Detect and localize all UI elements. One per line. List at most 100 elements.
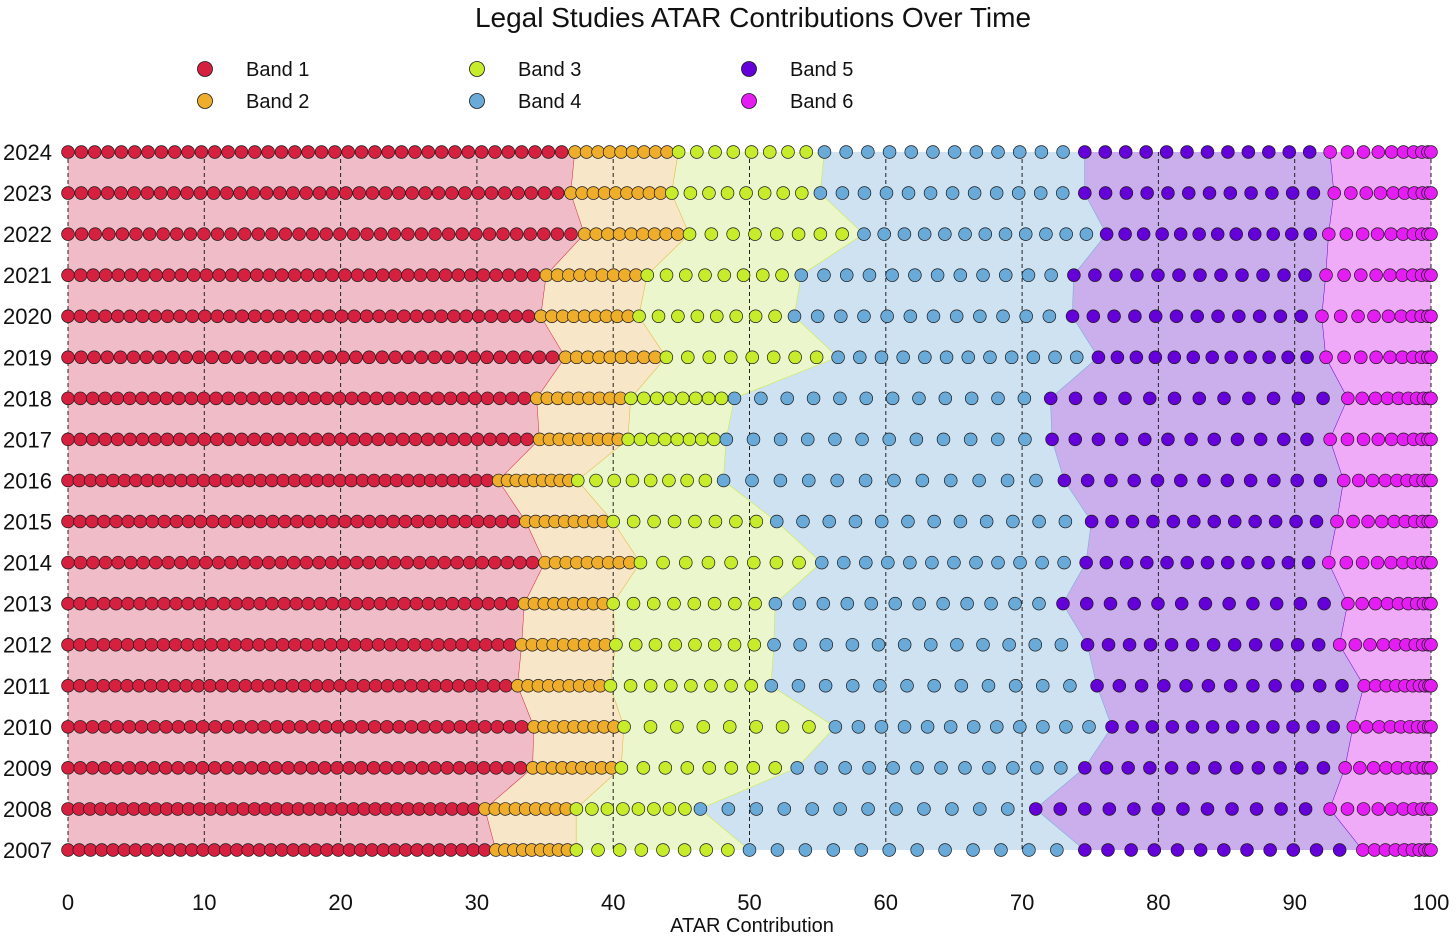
point-2013-band1 <box>397 596 412 611</box>
point-2010-band1 <box>245 720 259 734</box>
point-2020-band1 <box>223 309 237 323</box>
point-2011-band4 <box>791 679 806 693</box>
point-2023-band5 <box>1265 186 1279 200</box>
point-2012-band1 <box>407 637 422 652</box>
point-2021-band4 <box>817 268 831 282</box>
point-2020-band5 <box>1294 309 1308 323</box>
y-tick-label: 2013 <box>3 592 52 617</box>
point-2009-band3 <box>724 761 739 775</box>
point-2007-band1 <box>354 843 368 857</box>
point-2010-band3 <box>749 720 763 734</box>
point-2018-band1 <box>394 391 408 406</box>
x-tick-label: 90 <box>1282 890 1306 915</box>
point-2021-band1 <box>325 268 340 282</box>
point-2018-band4 <box>833 391 847 406</box>
point-2024-band1 <box>368 145 382 159</box>
point-2022-band1 <box>197 227 211 241</box>
point-2011-band3 <box>664 679 678 693</box>
point-2024-band1 <box>194 145 209 159</box>
point-2024-band4 <box>947 145 962 159</box>
point-2020-band1 <box>160 309 175 323</box>
point-2019-band5 <box>1148 350 1163 365</box>
point-2012-band1 <box>371 637 386 652</box>
point-2022-band1 <box>292 227 306 241</box>
point-2007-band1 <box>162 843 177 857</box>
point-2018-band1 <box>493 391 507 406</box>
point-2022-band6 <box>1424 227 1438 241</box>
point-2015-band1 <box>326 514 340 529</box>
point-2019-band4 <box>853 350 867 365</box>
point-2023-band5 <box>1285 186 1300 200</box>
point-2012-band6 <box>1424 637 1438 652</box>
point-2015-band3 <box>606 514 620 529</box>
point-2012-band1 <box>240 637 254 652</box>
point-2007-band1 <box>309 843 323 857</box>
point-2024-band1 <box>74 145 89 159</box>
point-2010-band4 <box>990 720 1004 734</box>
point-2020-band1 <box>235 309 250 323</box>
point-2019-band1 <box>283 350 298 365</box>
point-2021-band3 <box>640 268 655 282</box>
point-2008-band6 <box>1356 802 1371 816</box>
point-2019-band1 <box>257 350 272 365</box>
point-2013-band1 <box>421 596 436 611</box>
point-2016-band3 <box>698 473 713 488</box>
point-2010-band3 <box>722 720 737 734</box>
point-2008-band4 <box>749 802 764 816</box>
point-2018-band1 <box>332 391 347 406</box>
point-2015-band5 <box>1125 514 1140 529</box>
point-2023-band1 <box>418 186 433 200</box>
point-2009-band1 <box>367 761 381 775</box>
point-2019-band3 <box>766 350 781 365</box>
point-2011-band1 <box>155 679 170 693</box>
point-2023-band6 <box>1373 186 1388 200</box>
point-2016-band4 <box>887 473 901 488</box>
point-2018-band1 <box>456 391 470 406</box>
point-2024-band5 <box>1180 145 1194 159</box>
point-2010-band1 <box>331 720 345 734</box>
point-2024-band1 <box>274 145 289 159</box>
point-2023-band4 <box>923 186 938 200</box>
point-2017-band4 <box>746 432 761 447</box>
point-2011-band1 <box>179 679 194 693</box>
point-2011-band1 <box>84 679 99 693</box>
band-areas <box>68 151 1431 851</box>
point-2010-band1 <box>392 720 406 734</box>
point-2023-band3 <box>739 186 753 200</box>
point-2020-band1 <box>422 309 436 323</box>
point-2021-band4 <box>885 268 899 282</box>
point-2013-band1 <box>289 596 304 611</box>
point-2023-band1 <box>286 186 300 200</box>
point-2008-band5 <box>1151 802 1166 816</box>
point-2021-band1 <box>451 268 466 282</box>
point-2010-band1 <box>183 720 198 734</box>
point-2021-band1 <box>287 268 302 282</box>
point-2014-band4 <box>925 555 939 570</box>
point-2023-band4 <box>1011 186 1026 200</box>
point-2024-band1 <box>341 145 355 159</box>
point-2012-band1 <box>228 637 242 652</box>
point-2014-band1 <box>274 555 289 570</box>
x-tick-label: 0 <box>62 890 74 915</box>
legend-entry-band-3: Band 3 <box>469 59 581 81</box>
point-2021-band1 <box>313 268 327 282</box>
point-2008-band4 <box>833 802 847 816</box>
point-2023-band6 <box>1327 186 1341 200</box>
point-2008-band4 <box>693 802 708 816</box>
point-2012-band5 <box>1143 637 1158 652</box>
point-2023-band1 <box>537 186 552 200</box>
point-2021-band1 <box>413 268 428 282</box>
point-2024-band1 <box>167 145 182 159</box>
y-tick-label: 2019 <box>3 345 52 370</box>
point-2014-band5 <box>1119 555 1134 570</box>
point-2008-band4 <box>945 802 959 816</box>
point-2012-band3 <box>628 637 643 652</box>
point-2018-band1 <box>147 391 162 406</box>
point-2015-band1 <box>181 514 196 529</box>
y-axis-ticks: 2024 2023 2022 2021 2020 2019 2018 2017 2016 2015… <box>3 140 52 863</box>
y-tick-label: 2009 <box>3 756 52 781</box>
point-2012-band1 <box>168 637 183 652</box>
point-2019-band1 <box>205 350 219 365</box>
point-2014-band1 <box>475 555 490 570</box>
point-2017-band1 <box>297 432 311 447</box>
